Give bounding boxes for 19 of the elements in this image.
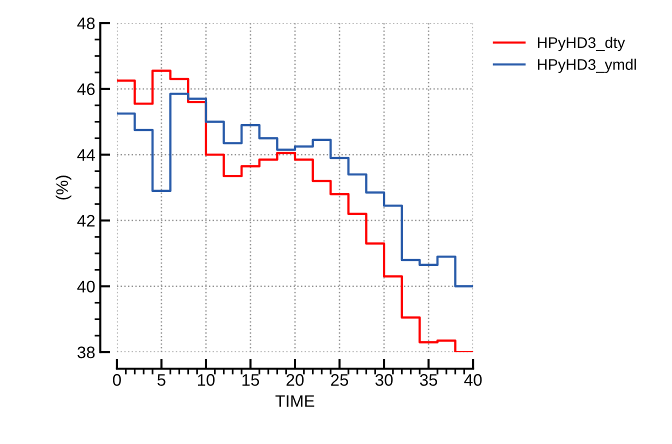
legend-label: HPyHD3_ymdl (538, 58, 636, 73)
x-tick-label: 0 (112, 374, 121, 386)
legend-label: HPyHD3_dty (538, 36, 626, 52)
x-tick-label: 25 (331, 374, 348, 386)
y-axis-title: (%) (56, 176, 72, 200)
x-tick-label: 10 (198, 374, 215, 386)
y-tick-label: 40 (77, 280, 95, 292)
y-tick-label: 42 (77, 214, 95, 227)
x-tick-label: 35 (420, 374, 438, 386)
x-tick-label: 40 (464, 374, 482, 386)
y-tick-label: 46 (77, 83, 95, 96)
x-tick-label: 20 (286, 374, 304, 386)
x-tick-label: 30 (375, 374, 393, 386)
y-tick-label: 44 (77, 149, 95, 161)
x-tick-label: 15 (242, 374, 260, 386)
x-axis-title: TIME (275, 395, 314, 407)
y-tick-label: 48 (77, 17, 95, 30)
x-tick-label: 5 (157, 374, 166, 386)
y-tick-label: 38 (78, 346, 95, 358)
